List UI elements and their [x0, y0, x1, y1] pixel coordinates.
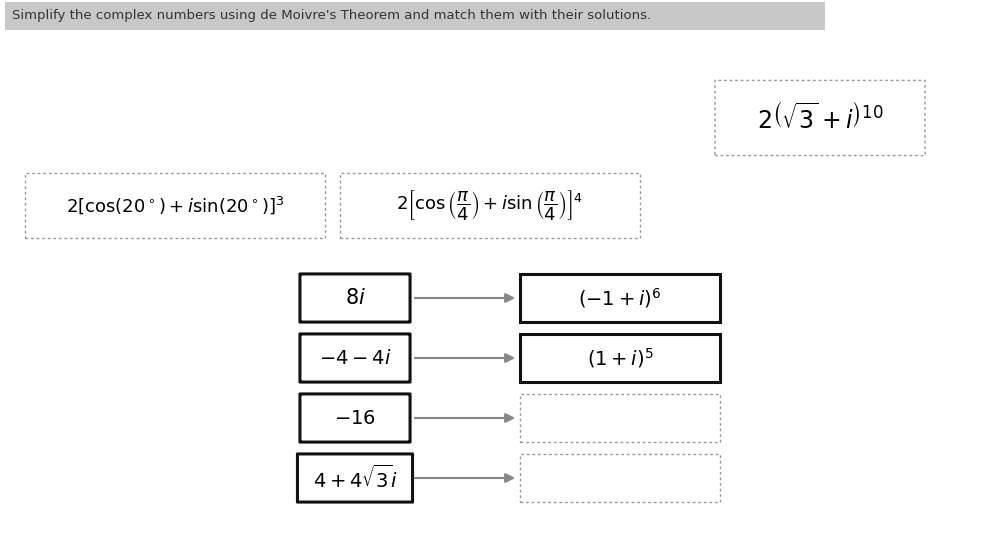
FancyBboxPatch shape: [300, 334, 410, 382]
Text: $2\left[\cos\left(\dfrac{\pi}{4}\right)+i\sin\left(\dfrac{\pi}{4}\right)\right]^: $2\left[\cos\left(\dfrac{\pi}{4}\right)+…: [397, 188, 583, 222]
FancyBboxPatch shape: [5, 2, 825, 30]
FancyBboxPatch shape: [298, 454, 413, 502]
Text: $8i$: $8i$: [345, 288, 366, 308]
FancyBboxPatch shape: [520, 454, 720, 502]
FancyBboxPatch shape: [300, 274, 410, 322]
FancyBboxPatch shape: [300, 394, 410, 442]
Text: $4+4\sqrt{3}i$: $4+4\sqrt{3}i$: [313, 465, 398, 492]
Text: Simplify the complex numbers using de Moivre's Theorem and match them with their: Simplify the complex numbers using de Mo…: [12, 10, 651, 23]
Text: $(1+i)^5$: $(1+i)^5$: [586, 346, 653, 370]
FancyBboxPatch shape: [520, 394, 720, 442]
FancyBboxPatch shape: [340, 172, 640, 237]
FancyBboxPatch shape: [715, 81, 925, 156]
FancyBboxPatch shape: [520, 334, 720, 382]
Text: $(-1+i)^6$: $(-1+i)^6$: [578, 286, 661, 310]
Text: $2\left(\sqrt{3}+i\right)^{10}$: $2\left(\sqrt{3}+i\right)^{10}$: [757, 103, 884, 134]
Text: $-4-4i$: $-4-4i$: [319, 349, 391, 367]
Text: $-16$: $-16$: [334, 409, 376, 427]
FancyBboxPatch shape: [520, 274, 720, 322]
Text: $2[\cos(20^\circ)+i\sin(20^\circ)]^3$: $2[\cos(20^\circ)+i\sin(20^\circ)]^3$: [66, 194, 285, 216]
FancyBboxPatch shape: [25, 172, 325, 237]
